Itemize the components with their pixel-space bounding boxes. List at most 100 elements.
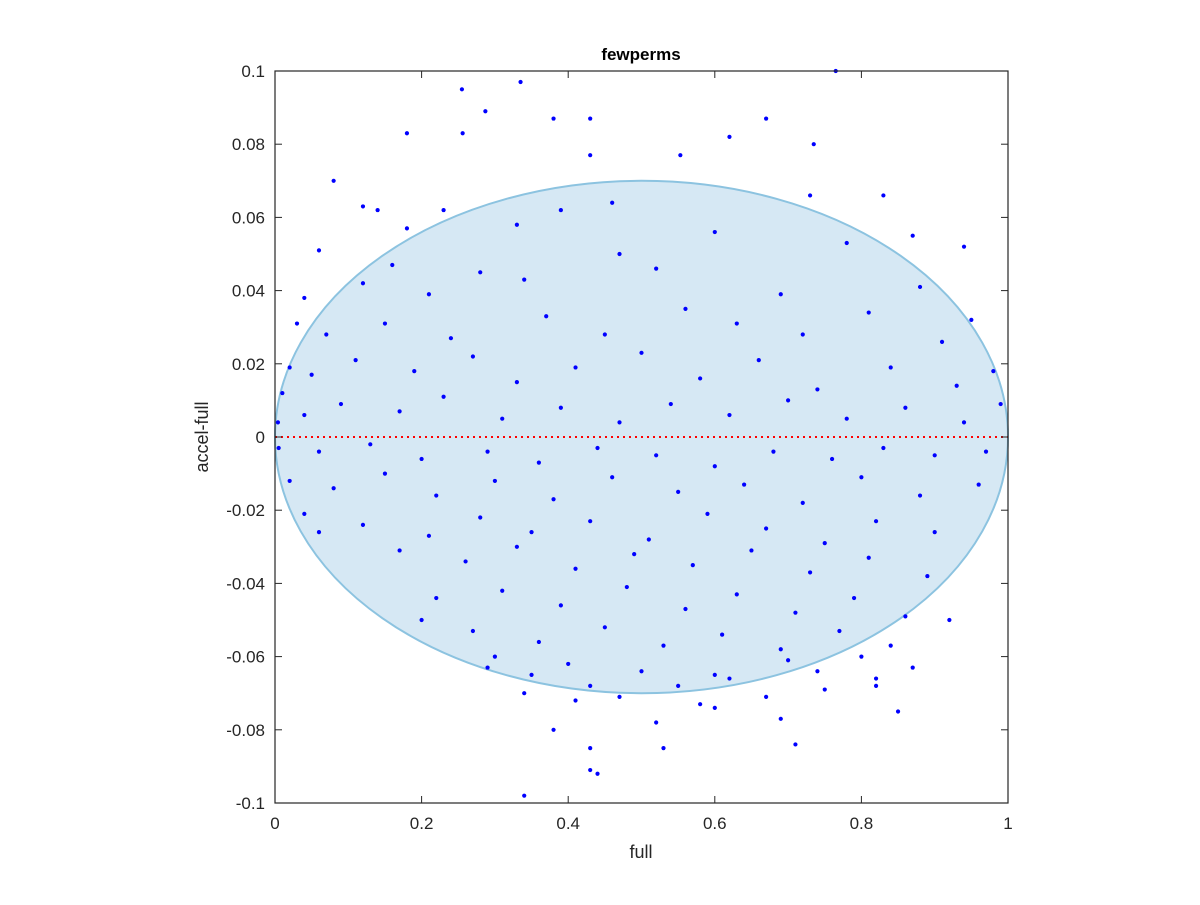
data-point xyxy=(368,442,373,447)
y-tick-label: -0.04 xyxy=(226,574,265,593)
data-point xyxy=(742,482,747,487)
data-point xyxy=(500,416,505,421)
data-point xyxy=(661,746,666,751)
data-point xyxy=(573,698,578,703)
data-point xyxy=(397,409,402,414)
chart-title: fewperms xyxy=(601,45,680,64)
data-point xyxy=(426,292,432,297)
data-point xyxy=(470,354,476,359)
data-point xyxy=(683,606,688,612)
y-tick-label: 0.02 xyxy=(232,355,265,374)
data-point xyxy=(588,683,593,688)
data-point xyxy=(522,277,527,282)
data-point xyxy=(778,647,783,652)
data-point xyxy=(925,573,930,579)
data-point xyxy=(624,584,629,590)
data-point xyxy=(595,771,600,776)
x-tick-label: 0.8 xyxy=(850,814,874,833)
data-point xyxy=(287,478,292,484)
y-tick-label: -0.02 xyxy=(226,501,265,520)
data-point xyxy=(866,310,871,315)
data-point xyxy=(873,519,879,524)
data-point xyxy=(837,628,842,634)
data-point xyxy=(859,654,864,659)
data-point xyxy=(683,306,688,311)
data-point xyxy=(764,694,769,699)
data-point xyxy=(460,131,465,136)
data-point xyxy=(712,229,717,235)
data-point xyxy=(434,493,439,498)
data-point xyxy=(705,511,710,516)
data-point xyxy=(646,537,651,542)
data-point xyxy=(910,665,915,670)
data-point xyxy=(483,109,488,114)
data-point xyxy=(544,314,549,319)
data-point xyxy=(610,475,615,480)
data-point xyxy=(654,453,659,458)
data-point xyxy=(676,683,681,688)
data-point xyxy=(536,639,541,645)
data-point xyxy=(434,595,439,601)
data-point xyxy=(829,456,835,462)
data-point xyxy=(360,281,366,286)
x-tick-label: 1 xyxy=(1003,814,1012,833)
data-point xyxy=(353,358,358,363)
data-point xyxy=(939,339,945,344)
data-point xyxy=(478,270,483,275)
data-point xyxy=(983,449,989,454)
data-point xyxy=(734,592,739,597)
data-point xyxy=(275,420,281,425)
data-point xyxy=(302,412,307,418)
data-point xyxy=(720,632,725,637)
x-tick-label: 0.4 xyxy=(556,814,580,833)
data-point xyxy=(654,266,659,271)
data-point xyxy=(969,317,974,322)
data-point xyxy=(302,511,307,516)
data-point xyxy=(617,420,622,425)
data-point xyxy=(771,449,776,454)
data-point xyxy=(859,475,864,480)
data-point xyxy=(998,401,1003,407)
data-point xyxy=(807,570,813,575)
data-point xyxy=(727,412,732,418)
data-point xyxy=(764,526,769,531)
data-point xyxy=(632,552,637,557)
data-point xyxy=(588,767,593,773)
data-point xyxy=(910,233,915,238)
data-point xyxy=(668,401,673,407)
data-point xyxy=(459,87,465,92)
y-tick-label: 0 xyxy=(256,428,265,447)
data-point xyxy=(815,387,820,392)
data-point xyxy=(749,548,754,553)
data-point xyxy=(712,672,717,678)
x-tick-label: 0.6 xyxy=(703,814,727,833)
data-point xyxy=(566,661,571,667)
data-point xyxy=(595,445,600,451)
data-point xyxy=(448,336,454,341)
data-point xyxy=(807,193,813,198)
data-point xyxy=(991,369,996,374)
data-point xyxy=(404,131,410,136)
data-point xyxy=(276,445,281,451)
data-point xyxy=(324,332,329,337)
data-point xyxy=(764,116,769,121)
data-point xyxy=(558,603,563,608)
data-point xyxy=(932,453,937,458)
data-point xyxy=(375,207,380,213)
x-axis-label: full xyxy=(629,842,652,862)
data-point xyxy=(903,614,908,619)
data-point xyxy=(338,401,344,407)
data-point xyxy=(778,716,783,721)
data-point xyxy=(844,416,849,421)
data-point xyxy=(793,742,798,747)
data-point xyxy=(280,390,285,396)
data-point xyxy=(712,464,717,469)
data-point xyxy=(316,449,322,454)
plot-area: 0 0.2 0.4 0.6 0.8 1 -0.1 -0.08 -0.06 -0.04 -0.02 0 0… xyxy=(226,62,1012,833)
data-point xyxy=(690,563,695,568)
data-point xyxy=(588,746,593,751)
data-point xyxy=(316,248,322,253)
data-point xyxy=(881,193,886,198)
data-point xyxy=(727,134,732,139)
